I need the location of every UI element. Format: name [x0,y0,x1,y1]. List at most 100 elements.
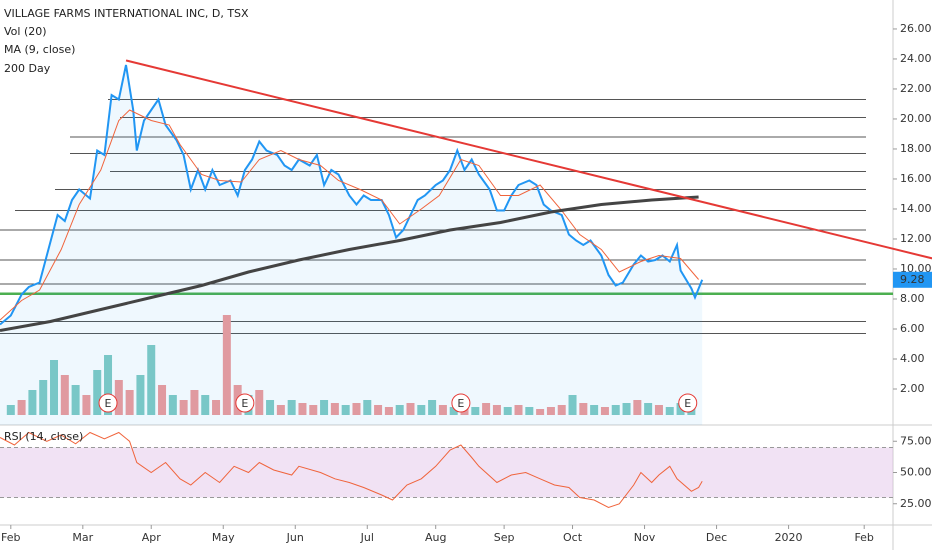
volume-bar [352,403,361,415]
volume-bar [374,405,383,415]
earnings-marker [235,393,255,413]
volume-bar [482,403,491,415]
volume-bar [125,390,134,415]
volume-bar [406,403,415,415]
y-tick-label: 50.00 [900,466,932,479]
front-layer: 2.00 4.00 6.00 8.00 10.00 12.00 14.00 16.00 18.0… [0,22,932,544]
volume-bar [114,380,123,415]
volume-bar [158,385,167,415]
volume-bar [104,355,113,415]
volume-bar [622,403,631,415]
volume-bar [255,390,264,415]
volume-bar [190,390,199,415]
indicator-label: RSI (14, close) [4,430,83,443]
x-tick-label: Oct [563,531,583,544]
last-price-box [893,271,932,288]
volume-bar [654,405,663,415]
x-tick-label: Apr [142,531,162,544]
volume-bar [633,400,642,415]
volume-bar [136,375,145,415]
volume-bar [665,407,674,415]
last-price-label: 9.28 [900,273,925,286]
volume-bar [60,375,69,415]
volume-bar [557,405,566,415]
x-tick-label: Jun [286,531,304,544]
chart-title: VILLAGE FARMS INTERNATIONAL INC, D, TSX [4,7,249,20]
y-tick-label: 14.00 [900,202,932,215]
indicator-label: 200 Day [4,62,51,75]
volume-bar [222,315,231,415]
volume-bar [363,400,372,415]
earnings-label: E [457,397,464,410]
volume-bar [536,409,545,415]
series-line [0,195,699,332]
earnings-label: E [684,397,691,410]
y-tick-label: 20.00 [900,112,932,125]
volume-bar [546,407,555,415]
earnings-marker [678,393,698,413]
volume-bar [428,400,437,415]
volume-bar [417,405,426,415]
volume-bar [568,395,577,415]
volume-bar [179,400,188,415]
volume-bar [438,405,447,415]
volume-bar [82,395,91,415]
indicator-label: MA (9, close) [4,43,75,56]
volume-bar [212,400,221,415]
volume-bar [525,407,534,415]
y-tick-label: 2.00 [900,382,925,395]
volume-bar [514,405,523,415]
volume-bar [71,385,80,415]
earnings-marker [451,393,471,413]
volume-bar [395,405,404,415]
volume-bar [611,405,620,415]
y-tick-label: 10.00 [900,262,932,275]
volume-bar [266,400,275,415]
volume-bar [6,405,15,415]
x-tick-label: May [212,531,235,544]
volume-bar [590,405,599,415]
price-area [0,65,703,425]
x-tick-label: 2020 [775,531,803,544]
volume-bar [298,403,307,415]
y-tick-label: 18.00 [900,142,932,155]
volume-bar [330,403,339,415]
volume-bar [201,395,210,415]
volume-bar [320,400,329,415]
volume-bar [579,403,588,415]
x-tick-label: Sep [494,531,515,544]
volume-bar [471,407,480,415]
rsi-band [0,447,893,498]
volume-bar [287,400,296,415]
y-tick-label: 75.00 [900,434,932,447]
series-line [0,64,704,326]
earnings-marker [98,393,118,413]
volume-bar [276,405,285,415]
y-tick-label: 6.00 [900,322,925,335]
volume-bar [17,400,26,415]
y-tick-label: 26.00 [900,22,932,35]
earnings-label: E [105,397,112,410]
rsi-line [0,431,703,509]
x-tick-label: Jul [360,531,374,544]
volume-bar [93,370,102,415]
indicator-label: Vol (20) [4,25,47,38]
y-tick-label: 16.00 [900,172,932,185]
volume-bar [503,407,512,415]
series-line [0,109,699,321]
y-tick-label: 8.00 [900,292,925,305]
y-tick-label: 24.00 [900,52,932,65]
y-tick-label: 22.00 [900,82,932,95]
x-tick-label: Feb [854,531,873,544]
volume-bar [50,360,59,415]
volume-bar [147,345,156,415]
volume-bar [600,407,609,415]
x-tick-label: Feb [1,531,20,544]
x-tick-label: Nov [634,531,656,544]
volume-bar [28,390,37,415]
volume-bar [341,405,350,415]
volume-bar [644,403,653,415]
x-tick-label: Mar [72,531,93,544]
